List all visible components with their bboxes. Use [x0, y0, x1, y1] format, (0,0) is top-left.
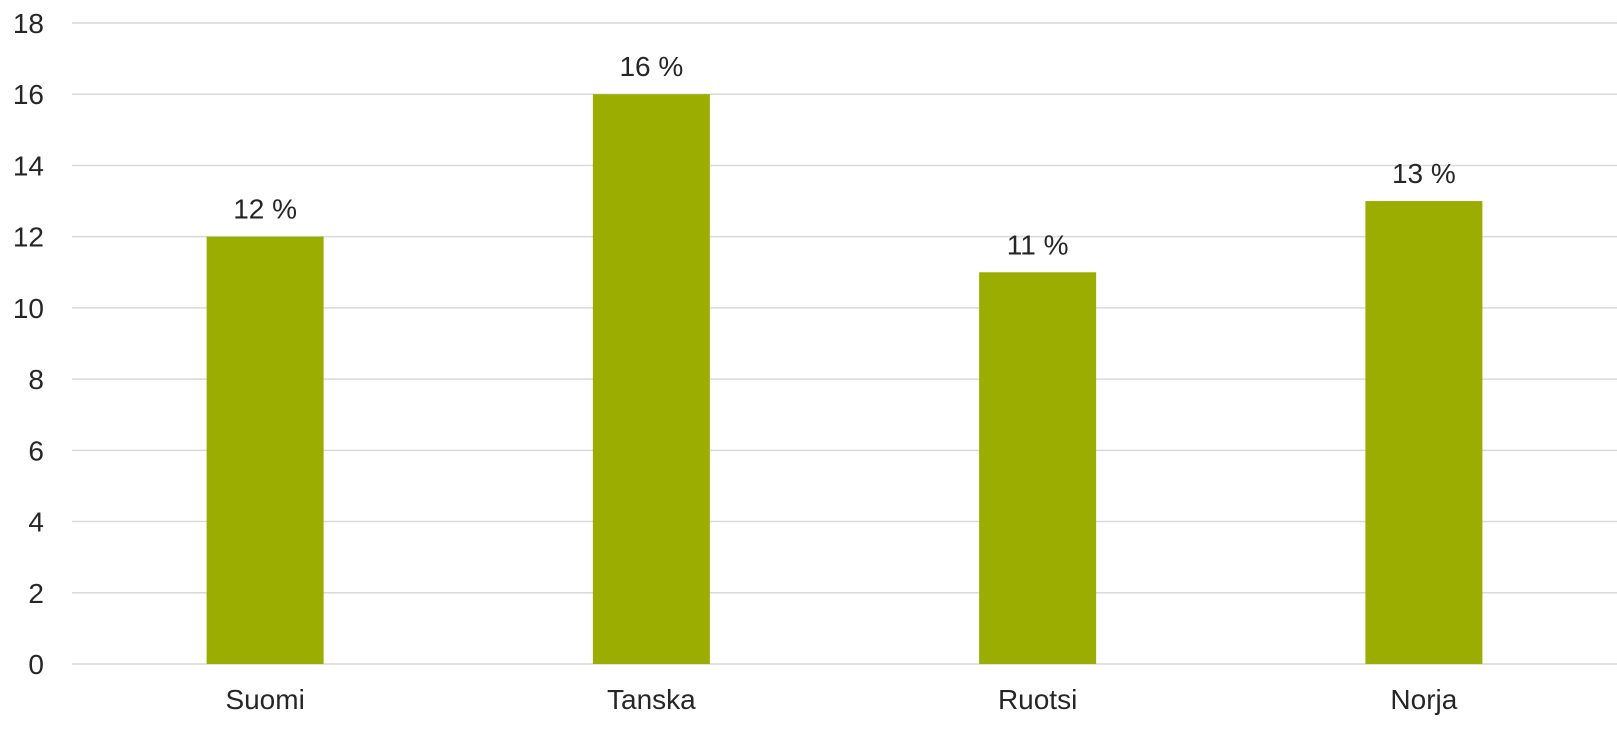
y-tick-label: 6	[28, 435, 44, 466]
y-axis: 0 2 4 6 8 10 12 14 16 18	[13, 8, 44, 680]
bar-suomi	[206, 236, 324, 664]
y-tick-label: 14	[13, 150, 44, 181]
data-label-norja: 13 %	[1392, 158, 1456, 189]
bar-norja	[1365, 201, 1483, 665]
y-tick-label: 4	[28, 507, 44, 538]
x-category-label: Norja	[1390, 684, 1457, 715]
bar-ruotsi	[979, 272, 1097, 664]
y-tick-label: 12	[13, 222, 44, 253]
y-tick-label: 2	[28, 578, 44, 609]
y-tick-label: 16	[13, 79, 44, 110]
x-axis: Suomi Tanska Ruotsi Norja	[225, 684, 1457, 715]
x-category-label: Ruotsi	[998, 684, 1077, 715]
y-tick-label: 0	[28, 649, 44, 680]
data-label-ruotsi: 11 %	[1007, 229, 1069, 260]
x-category-label: Suomi	[225, 684, 304, 715]
data-label-tanska: 16 %	[619, 51, 683, 82]
data-label-suomi: 12 %	[233, 194, 297, 225]
bar-tanska	[592, 94, 710, 664]
y-tick-label: 10	[13, 293, 44, 324]
bars	[206, 94, 1483, 665]
data-labels: 12 % 16 % 11 % 13 %	[233, 51, 1456, 260]
y-tick-label: 8	[28, 364, 44, 395]
gridlines	[72, 22, 1617, 665]
y-tick-label: 18	[13, 8, 44, 39]
x-category-label: Tanska	[607, 684, 696, 715]
